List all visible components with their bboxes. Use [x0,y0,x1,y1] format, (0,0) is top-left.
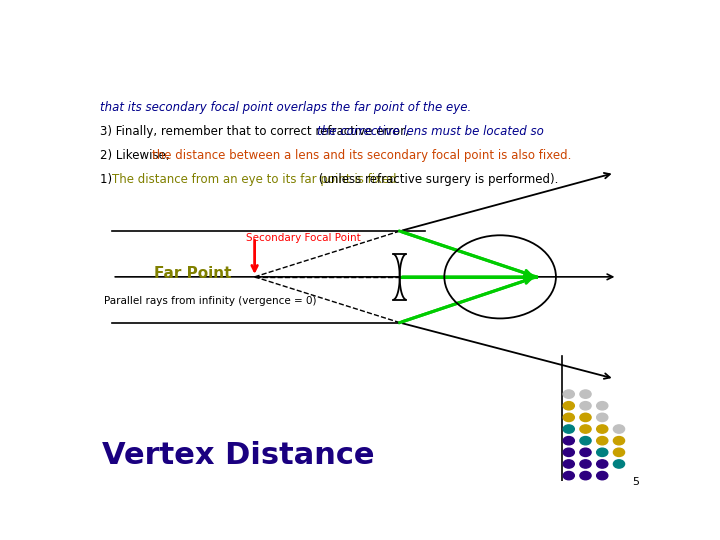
Circle shape [580,413,591,422]
Text: that its secondary focal point overlaps the far point of the eye.: that its secondary focal point overlaps … [100,100,472,113]
Circle shape [580,436,591,445]
Circle shape [563,471,575,480]
Circle shape [613,436,624,445]
Circle shape [580,460,591,468]
Text: the corrective lens must be located so: the corrective lens must be located so [317,125,544,138]
Text: Vertex Distance: Vertex Distance [102,441,375,470]
Circle shape [613,460,624,468]
Text: 2) Likewise,: 2) Likewise, [100,149,174,162]
Circle shape [597,448,608,456]
Circle shape [563,425,575,433]
Circle shape [597,436,608,445]
Circle shape [580,471,591,480]
Circle shape [563,413,575,422]
Circle shape [563,436,575,445]
Circle shape [580,402,591,410]
Circle shape [580,425,591,433]
Circle shape [580,390,591,399]
Circle shape [563,390,575,399]
Text: Far Point: Far Point [154,266,232,281]
Circle shape [597,402,608,410]
Circle shape [597,425,608,433]
Circle shape [580,448,591,456]
Circle shape [597,471,608,480]
Circle shape [613,425,624,433]
Text: 5: 5 [633,477,639,487]
Text: (unless refractive surgery is performed).: (unless refractive surgery is performed)… [315,173,558,186]
Circle shape [563,460,575,468]
Circle shape [563,448,575,456]
Circle shape [613,448,624,456]
Text: The distance from an eye to its far point is fixed: The distance from an eye to its far poin… [112,173,397,186]
Circle shape [597,460,608,468]
Text: 1): 1) [100,173,116,186]
Circle shape [597,413,608,422]
Text: Secondary Focal Point: Secondary Focal Point [246,233,361,243]
Text: Parallel rays from infinity (vergence = 0): Parallel rays from infinity (vergence = … [104,296,317,306]
Text: 3) Finally, remember that to correct refractive error,: 3) Finally, remember that to correct ref… [100,125,413,138]
Circle shape [563,402,575,410]
Text: the distance between a lens and its secondary focal point is also fixed.: the distance between a lens and its seco… [152,149,571,162]
